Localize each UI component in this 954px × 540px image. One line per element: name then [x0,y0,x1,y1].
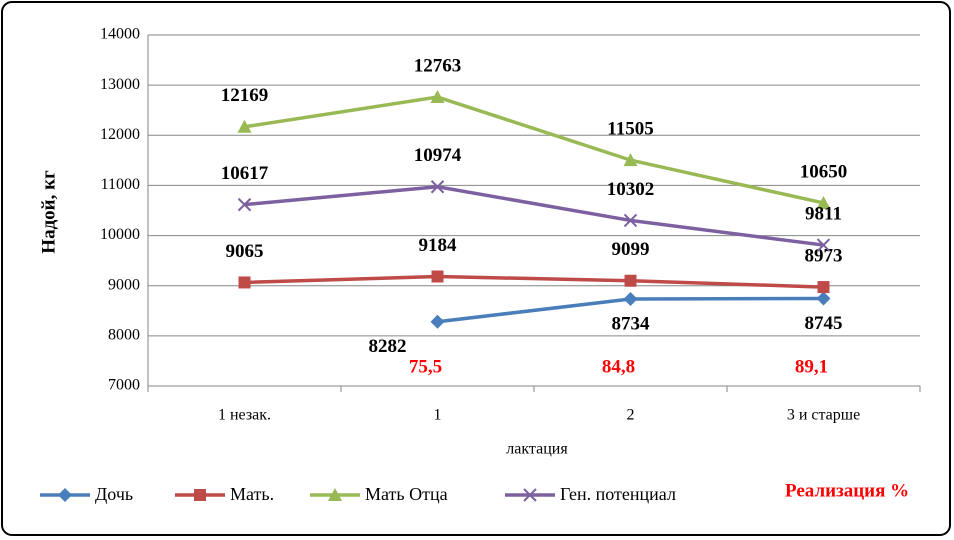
y-tick-label: 8000 [108,327,140,344]
point-marker [238,276,251,289]
point-marker [624,274,637,287]
point-marker [623,153,638,167]
point-marker [237,119,252,133]
legend-marker [523,488,537,502]
legend-label: Мать Отца [365,484,448,504]
point-marker [430,314,445,329]
y-axis-label: Надой, кг [38,170,59,254]
y-tick-label: 9000 [108,276,140,293]
realization-label: 84,8 [602,356,635,377]
data-label: 12169 [221,85,269,106]
data-label: 10302 [607,179,655,200]
data-label: 10650 [800,161,848,182]
y-tick-label: 7000 [108,377,140,394]
legend-label: Мать. [230,484,274,504]
point-marker [816,291,831,306]
data-label: 11505 [607,118,653,139]
x-tick-label: 1 [434,407,442,424]
point-marker [237,197,252,212]
series-line [244,184,824,247]
point-marker [816,195,831,209]
legend-label: Реализация % [785,480,909,501]
point-marker [430,180,445,194]
legend-marker [194,489,206,501]
x-tick-label: 1 незак. [218,407,271,424]
data-label: 8973 [805,245,843,266]
y-tick-label: 13000 [100,76,140,93]
data-label: 8745 [805,313,843,334]
data-label: 8282 [369,336,407,357]
realization-label: 75,5 [409,356,442,377]
data-label: 8734 [612,313,651,334]
data-label: 9099 [612,239,650,260]
data-label: 9811 [805,203,842,224]
y-tick-label: 10000 [100,226,140,243]
y-tick-label: 12000 [100,126,140,143]
series-line [244,274,824,289]
data-label: 10974 [414,145,462,166]
data-label: 9184 [419,235,458,256]
series-line [244,95,824,205]
point-marker [623,213,638,228]
legend-marker [328,488,342,501]
point-marker [431,270,444,283]
data-label: 10617 [221,163,269,184]
x-tick-label: 3 и старше [787,407,860,424]
y-tick-label: 11000 [101,176,140,193]
point-marker [623,292,638,307]
x-tick-label: 2 [627,407,635,424]
data-label: 12763 [414,55,462,76]
point-marker [816,238,831,252]
legend-label: Ген. потенциал [560,484,676,504]
point-marker [817,281,830,294]
y-tick-label: 14000 [100,26,140,43]
x-axis-label: лактация [506,441,568,458]
legend-label: Дочь [95,484,133,504]
data-label: 9065 [226,241,264,262]
legend-marker [58,488,72,502]
point-marker [430,90,445,104]
realization-label: 89,1 [795,356,828,377]
